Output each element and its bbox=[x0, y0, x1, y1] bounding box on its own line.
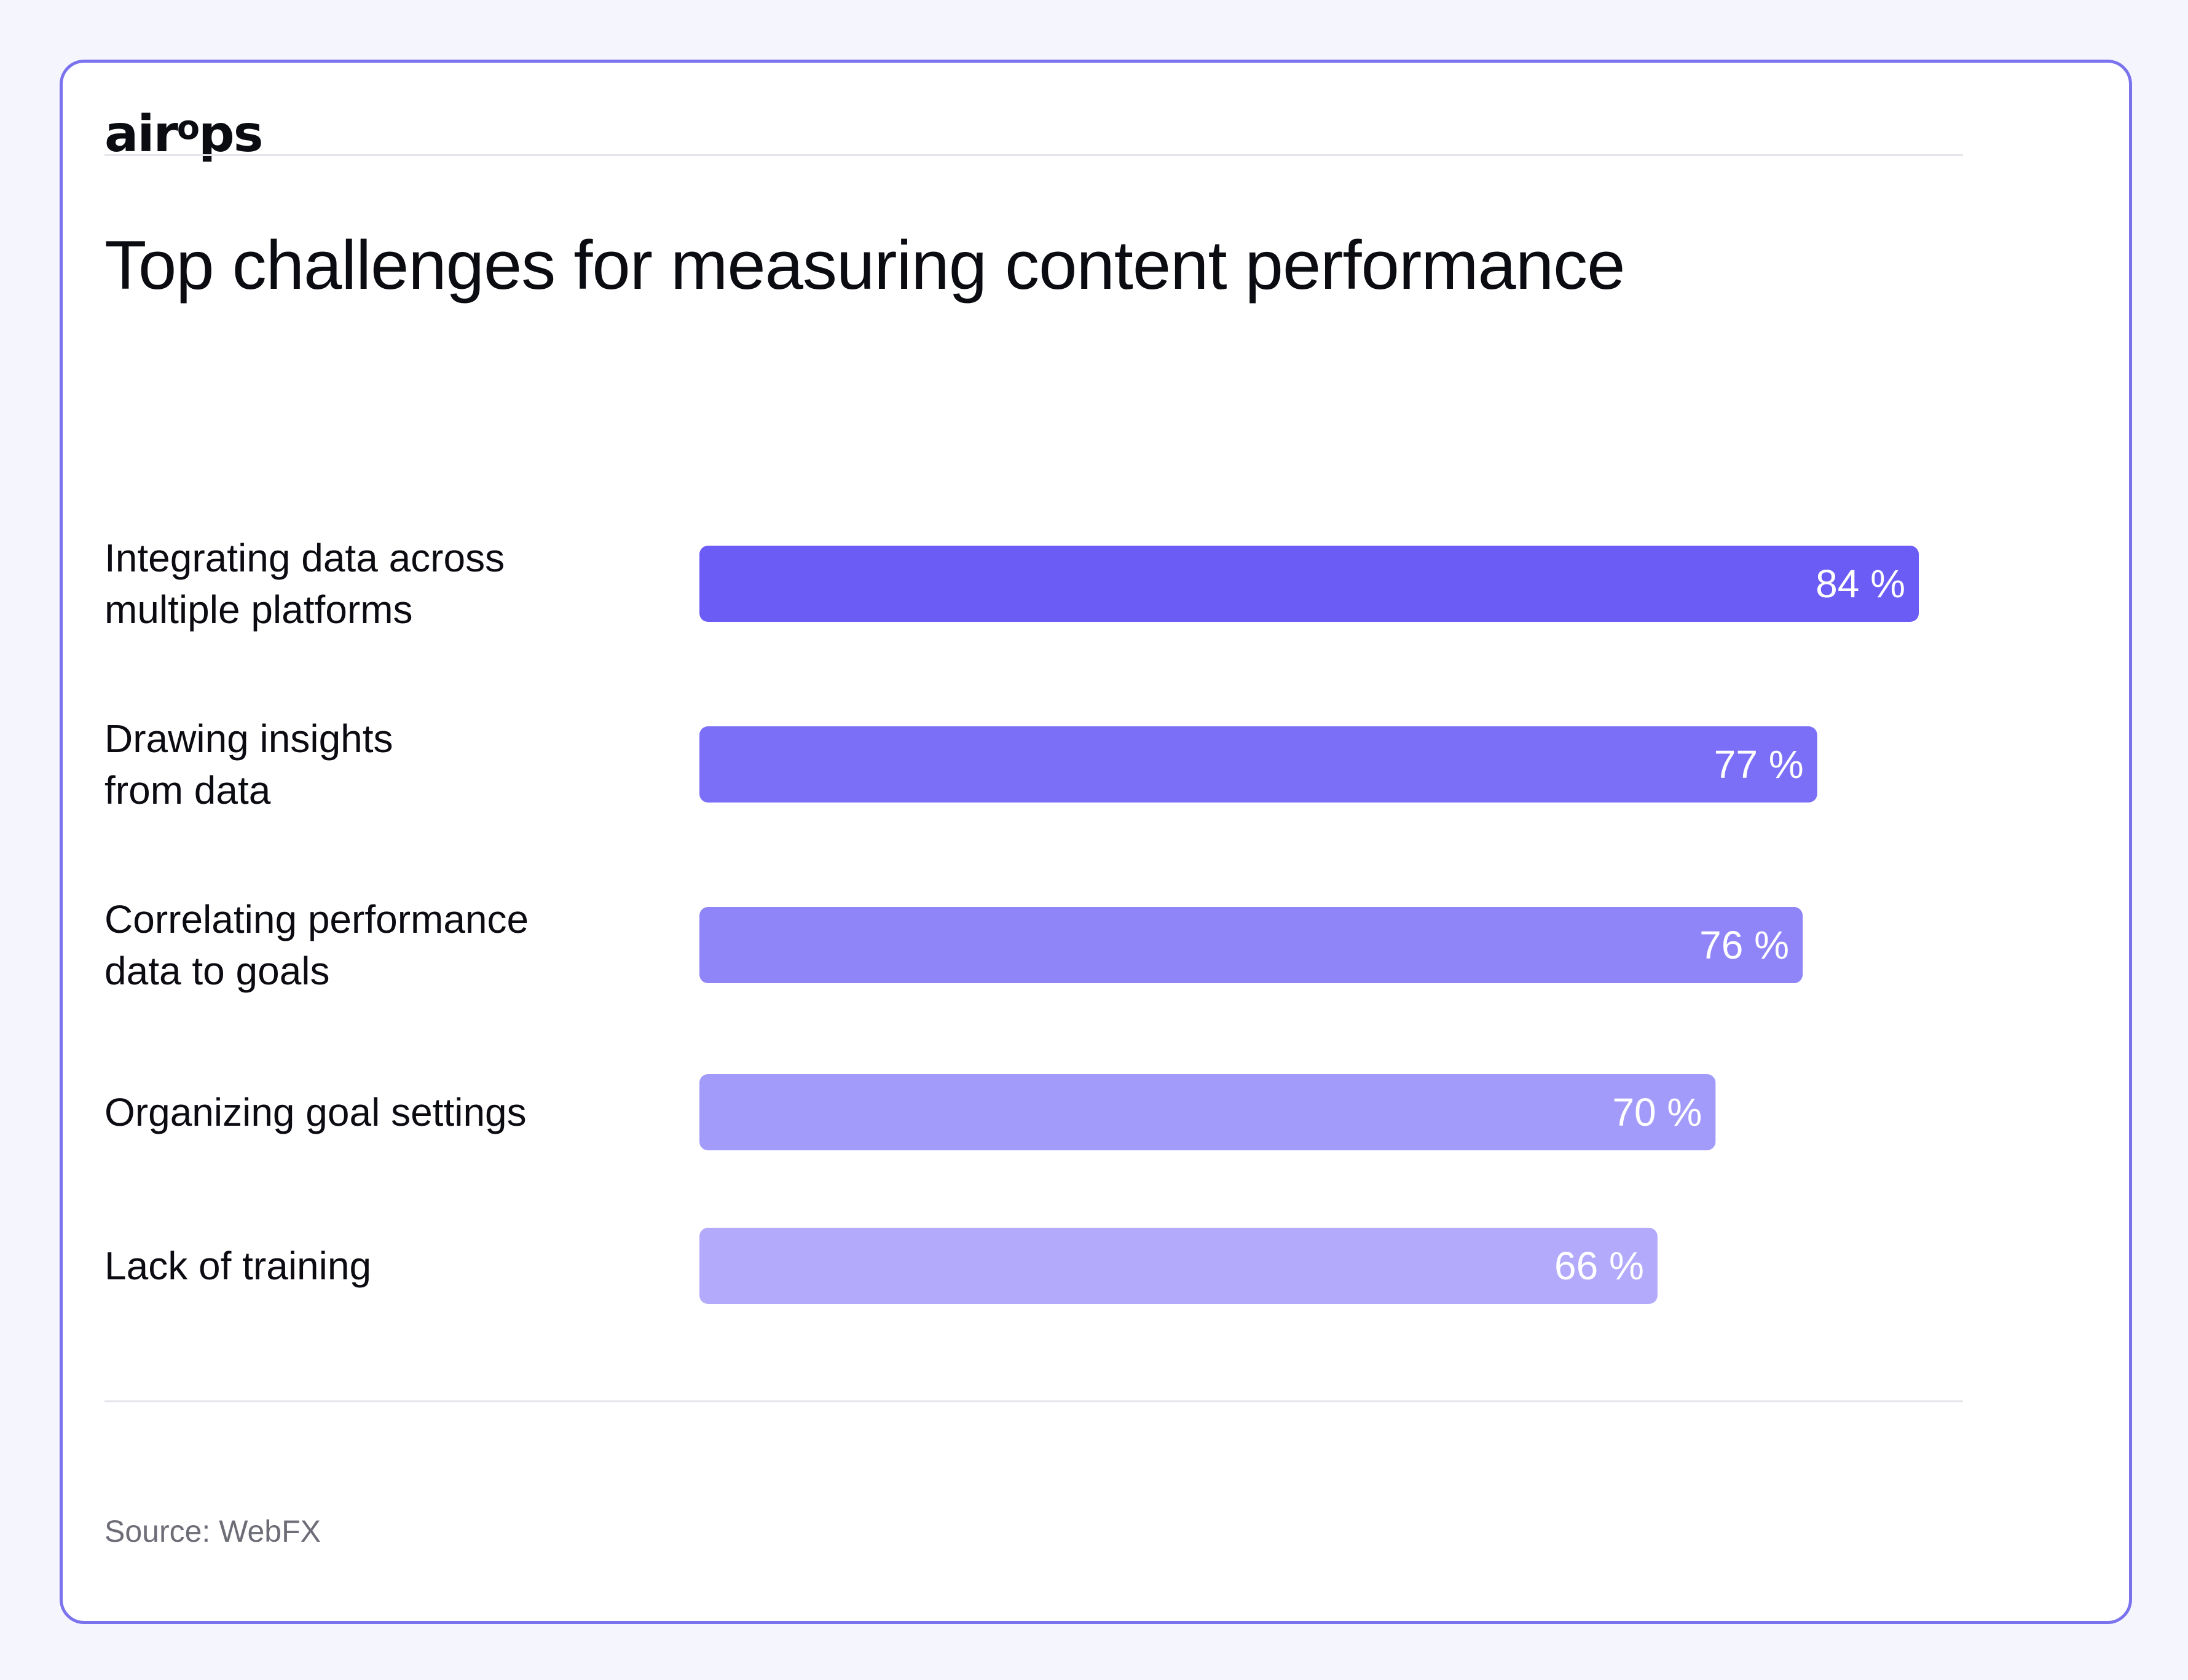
chart-card bbox=[60, 60, 2132, 1624]
bar-value-label-5: 66 % bbox=[1554, 1244, 1644, 1288]
header-divider bbox=[104, 154, 1963, 156]
source-note: Source: WebFX bbox=[104, 1514, 321, 1549]
bar-value-label-3: 76 % bbox=[1699, 923, 1789, 967]
bar-value-label-1: 84 % bbox=[1816, 562, 1905, 606]
chart-title: Top challenges for measuring content per… bbox=[104, 227, 1625, 304]
bar-value-label-4: 70 % bbox=[1612, 1090, 1702, 1134]
category-label-4: Organizing goal settings bbox=[104, 1090, 527, 1134]
category-label-1: Integrating data across multiple platfor… bbox=[104, 536, 505, 632]
bar-1 bbox=[699, 546, 1919, 622]
footer-divider bbox=[104, 1400, 1963, 1402]
bar-2 bbox=[699, 726, 1817, 803]
airops-logo: airops bbox=[104, 105, 264, 163]
bar-value-label-2: 77 % bbox=[1714, 742, 1804, 787]
category-label-3: Correlating performance data to goals bbox=[104, 897, 529, 993]
category-label-2: Drawing insights from data bbox=[104, 716, 393, 812]
bar-3 bbox=[699, 907, 1803, 983]
bar-5 bbox=[699, 1228, 1658, 1304]
category-label-5: Lack of training bbox=[104, 1244, 372, 1288]
bar-4 bbox=[699, 1074, 1716, 1150]
